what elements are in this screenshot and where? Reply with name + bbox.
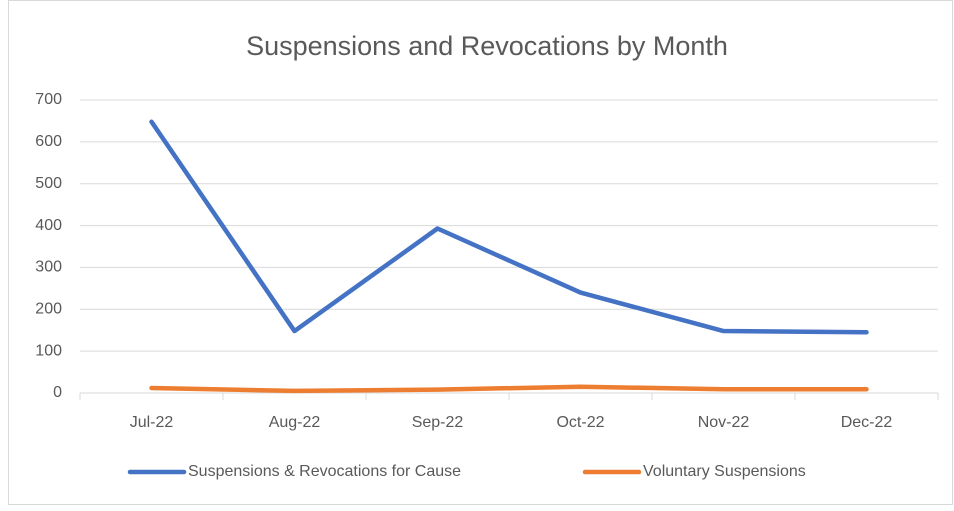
x-tick-label: Nov-22: [698, 414, 750, 431]
x-tick-label: Dec-22: [841, 414, 893, 431]
y-tick-label: 700: [35, 91, 62, 108]
x-tick-label: Aug-22: [269, 414, 321, 431]
legend-label: Suspensions & Revocations for Cause: [188, 463, 461, 480]
y-tick-label: 400: [35, 217, 62, 234]
y-tick-label: 0: [53, 384, 62, 401]
chart-title: Suspensions and Revocations by Month: [246, 31, 728, 61]
y-tick-label: 200: [35, 301, 62, 318]
x-tick-label: Sep-22: [412, 414, 464, 431]
y-tick-label: 600: [35, 133, 62, 150]
x-tick-label: Jul-22: [130, 414, 174, 431]
series-line: [149, 384, 869, 394]
x-tick-label: Oct-22: [556, 414, 604, 431]
series-line: [149, 119, 869, 335]
y-tick-label: 500: [35, 175, 62, 192]
y-tick-label: 300: [35, 259, 62, 276]
chart-border: [8, 0, 953, 505]
legend-label: Voluntary Suspensions: [643, 463, 806, 480]
y-tick-label: 100: [35, 342, 62, 359]
